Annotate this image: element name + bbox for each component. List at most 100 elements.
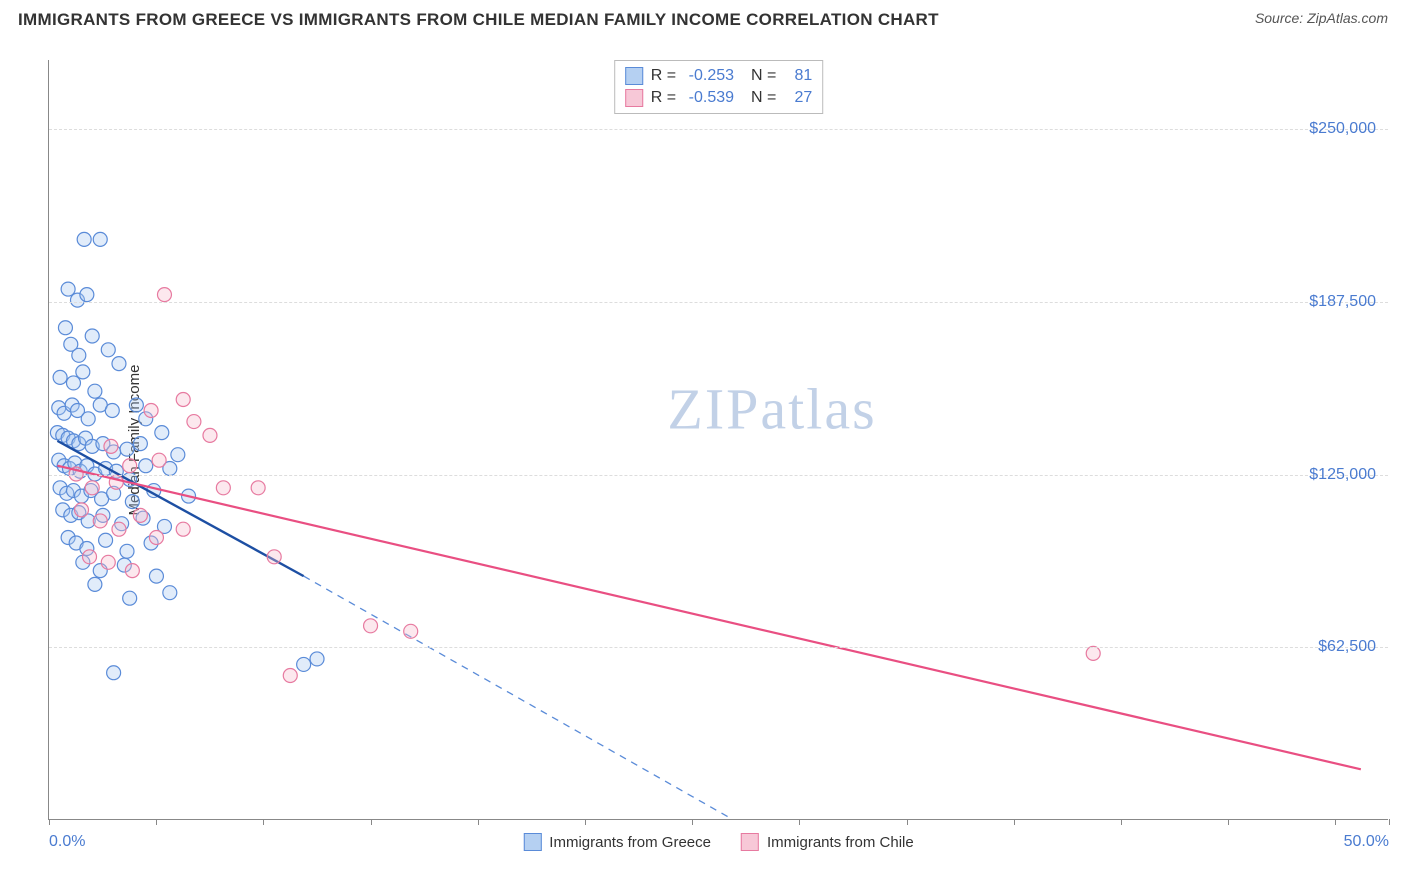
data-point (120, 442, 134, 456)
data-point (77, 232, 91, 246)
x-tick (371, 819, 372, 825)
stat-n-label: N = (740, 89, 778, 107)
data-point (152, 453, 166, 467)
trend-line (57, 466, 1360, 770)
stat-r-label: R = (649, 67, 678, 85)
data-point (75, 503, 89, 517)
stat-r-value: -0.253 (684, 67, 734, 85)
data-point (149, 530, 163, 544)
data-point (267, 550, 281, 564)
trend-line-extrapolated (304, 576, 732, 819)
x-tick (1228, 819, 1229, 825)
x-tick (1335, 819, 1336, 825)
data-point (364, 619, 378, 633)
y-tick-label: $187,500 (1309, 293, 1376, 311)
x-tick (1014, 819, 1015, 825)
data-point (125, 495, 139, 509)
data-point (123, 591, 137, 605)
legend-swatch (625, 89, 643, 107)
series-legend-item: Immigrants from Greece (523, 833, 711, 851)
legend-swatch (523, 833, 541, 851)
data-point (251, 481, 265, 495)
x-tick (263, 819, 264, 825)
data-point (61, 282, 75, 296)
data-point (88, 384, 102, 398)
legend-swatch (625, 67, 643, 85)
data-point (297, 657, 311, 671)
data-point (83, 550, 97, 564)
series-legend-label: Immigrants from Greece (549, 834, 711, 851)
stat-r-value: -0.539 (684, 89, 734, 107)
gridline (49, 302, 1388, 303)
data-point (101, 343, 115, 357)
x-tick (799, 819, 800, 825)
data-point (104, 439, 118, 453)
x-tick (478, 819, 479, 825)
data-point (58, 321, 72, 335)
correlation-chart: Median Family Income ZIPatlas R =-0.253 … (48, 60, 1388, 820)
x-tick (907, 819, 908, 825)
source-credit: Source: ZipAtlas.com (1255, 10, 1388, 26)
data-point (125, 564, 139, 578)
data-point (176, 392, 190, 406)
x-tick (156, 819, 157, 825)
gridline (49, 647, 1388, 648)
data-point (107, 666, 121, 680)
x-tick (1389, 819, 1390, 825)
x-tick-label: 0.0% (49, 833, 85, 851)
data-point (157, 288, 171, 302)
data-point (176, 522, 190, 536)
data-point (133, 508, 147, 522)
data-point (404, 624, 418, 638)
data-point (123, 459, 137, 473)
data-point (163, 586, 177, 600)
stat-n-value: 27 (784, 89, 812, 107)
data-point (76, 365, 90, 379)
data-point (112, 522, 126, 536)
data-point (93, 514, 107, 528)
data-point (53, 370, 67, 384)
data-point (139, 459, 153, 473)
data-point (149, 569, 163, 583)
stats-legend-row: R = -0.253 N = 81 (625, 65, 813, 87)
stat-n-label: N = (740, 67, 778, 85)
stats-legend: R = -0.253 N = 81 R = -0.539 N = 27 (614, 60, 824, 114)
data-point (85, 481, 99, 495)
stat-n-value: 81 (784, 67, 812, 85)
data-point (105, 404, 119, 418)
data-point (155, 426, 169, 440)
data-point (81, 412, 95, 426)
data-point (72, 348, 86, 362)
data-point (112, 357, 126, 371)
x-tick-label: 50.0% (1344, 833, 1389, 851)
data-point (93, 232, 107, 246)
data-point (171, 448, 185, 462)
x-tick (585, 819, 586, 825)
y-tick-label: $62,500 (1318, 638, 1376, 656)
data-point (80, 288, 94, 302)
data-point (99, 533, 113, 547)
gridline (49, 475, 1388, 476)
x-tick (1121, 819, 1122, 825)
data-point (216, 481, 230, 495)
data-point (120, 544, 134, 558)
series-legend: Immigrants from Greece Immigrants from Ch… (523, 833, 913, 851)
legend-swatch (741, 833, 759, 851)
data-point (129, 398, 143, 412)
data-point (88, 577, 102, 591)
data-point (310, 652, 324, 666)
data-point (66, 376, 80, 390)
stats-legend-row: R = -0.539 N = 27 (625, 87, 813, 109)
series-legend-item: Immigrants from Chile (741, 833, 914, 851)
x-tick (49, 819, 50, 825)
series-legend-label: Immigrants from Chile (767, 834, 914, 851)
data-point (101, 555, 115, 569)
data-point (144, 404, 158, 418)
stat-r-label: R = (649, 89, 678, 107)
x-tick (692, 819, 693, 825)
y-tick-label: $250,000 (1309, 120, 1376, 138)
data-point (203, 428, 217, 442)
data-point (283, 668, 297, 682)
page-title: IMMIGRANTS FROM GREECE VS IMMIGRANTS FRO… (18, 10, 939, 30)
data-point (85, 329, 99, 343)
